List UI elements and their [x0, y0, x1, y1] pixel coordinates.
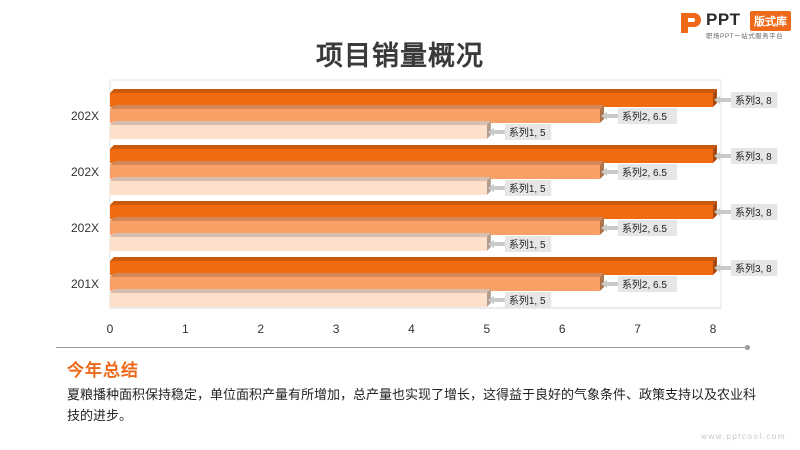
- x-tick-label: 3: [333, 322, 340, 336]
- bar-top-face: [110, 201, 717, 205]
- bar: [110, 205, 713, 219]
- data-label-box: [504, 236, 552, 252]
- bar-end-face: [713, 89, 717, 107]
- bar-end-face: [599, 273, 604, 291]
- bar-top-face: [110, 105, 604, 109]
- data-label-arrow: [600, 224, 607, 232]
- data-label-box: [731, 260, 778, 276]
- bar: [110, 277, 600, 291]
- data-label-arrow: [487, 128, 494, 136]
- bar-end-face: [713, 145, 717, 163]
- bar-top-face: [110, 233, 491, 237]
- bar-top-face: [110, 217, 604, 221]
- bar-top-face: [110, 89, 717, 93]
- bar-end-face: [486, 233, 491, 251]
- data-label-box: [617, 164, 678, 180]
- data-label-box: [504, 180, 552, 196]
- data-label-box: [731, 92, 778, 108]
- bar-end-face: [486, 289, 491, 307]
- bar-end-face: [599, 105, 604, 123]
- bar: [110, 261, 713, 275]
- data-label: 系列3, 8: [735, 262, 772, 275]
- data-label-arrow: [487, 240, 494, 248]
- data-label: 系列1, 5: [509, 126, 546, 139]
- bar-top-face: [110, 273, 604, 277]
- bar-top-face: [110, 289, 491, 293]
- brand-badge: 版式库: [750, 11, 791, 31]
- x-tick-label: 7: [634, 322, 641, 336]
- data-label: 系列1, 5: [509, 294, 546, 307]
- bar-end-face: [713, 257, 717, 275]
- bar: [110, 109, 600, 123]
- data-label: 系列2, 6.5: [622, 110, 667, 123]
- data-label-box: [504, 124, 552, 140]
- data-label-box: [731, 148, 778, 164]
- brand-tagline: 职场PPT一站式服务平台: [706, 33, 784, 40]
- x-tick-label: 8: [710, 322, 717, 336]
- brand-logo-icon: [681, 13, 701, 33]
- data-label: 系列3, 8: [735, 150, 772, 163]
- y-tick-label: 201X: [71, 277, 99, 291]
- data-label-arrow: [600, 112, 607, 120]
- data-label-arrow: [714, 264, 720, 272]
- data-label: 系列1, 5: [509, 238, 546, 251]
- data-label-arrow: [487, 184, 494, 192]
- data-label-arrow: [600, 280, 607, 288]
- data-label-arrow: [714, 208, 720, 216]
- brand-logo: PPT 版式库 职场PPT一站式服务平台: [678, 8, 796, 42]
- bar: [110, 181, 487, 195]
- section-divider: [56, 345, 750, 350]
- bar-end-face: [599, 161, 604, 179]
- y-tick-label: 202X: [71, 221, 99, 235]
- data-label: 系列3, 8: [735, 206, 772, 219]
- bar-top-face: [110, 257, 717, 261]
- x-tick-label: 5: [484, 322, 491, 336]
- data-label-box: [617, 276, 678, 292]
- data-label: 系列1, 5: [509, 182, 546, 195]
- x-tick-label: 4: [408, 322, 415, 336]
- bar: [110, 125, 487, 139]
- bar: [110, 237, 487, 251]
- data-label: 系列2, 6.5: [622, 278, 667, 291]
- bar-end-face: [486, 121, 491, 139]
- bar: [110, 165, 600, 179]
- data-label: 系列3, 8: [735, 94, 772, 107]
- bar-end-face: [486, 177, 491, 195]
- data-label: 系列2, 6.5: [622, 166, 667, 179]
- data-label-box: [731, 204, 778, 220]
- x-tick-label: 6: [559, 322, 566, 336]
- data-label-arrow: [600, 168, 607, 176]
- y-tick-label: 202X: [71, 109, 99, 123]
- data-label-box: [617, 220, 678, 236]
- summary-body: 夏粮播种面积保持稳定，单位面积产量有所增加，总产量也实现了增长，这得益于良好的气…: [67, 388, 757, 424]
- bar-top-face: [110, 177, 491, 181]
- bar-top-face: [110, 161, 604, 165]
- brand-name: PPT: [706, 10, 741, 29]
- bar-end-face: [713, 201, 717, 219]
- bar: [110, 149, 713, 163]
- bar-end-face: [599, 217, 604, 235]
- x-tick-label: 0: [107, 322, 114, 336]
- bar-top-face: [110, 121, 491, 125]
- watermark: www.pptcool.com: [701, 432, 786, 441]
- data-label-arrow: [714, 96, 720, 104]
- x-tick-label: 2: [257, 322, 264, 336]
- data-label: 系列2, 6.5: [622, 222, 667, 235]
- data-label-box: [617, 108, 678, 124]
- data-label-arrow: [714, 152, 720, 160]
- data-label-box: [504, 292, 552, 308]
- bar: [110, 93, 713, 107]
- x-tick-label: 1: [182, 322, 189, 336]
- summary-title: 今年总结: [67, 361, 139, 380]
- bar: [110, 221, 600, 235]
- data-label-arrow: [487, 296, 494, 304]
- bar: [110, 293, 487, 307]
- bar-top-face: [110, 145, 717, 149]
- y-tick-label: 202X: [71, 165, 99, 179]
- page-title: 项目销量概况: [316, 41, 484, 71]
